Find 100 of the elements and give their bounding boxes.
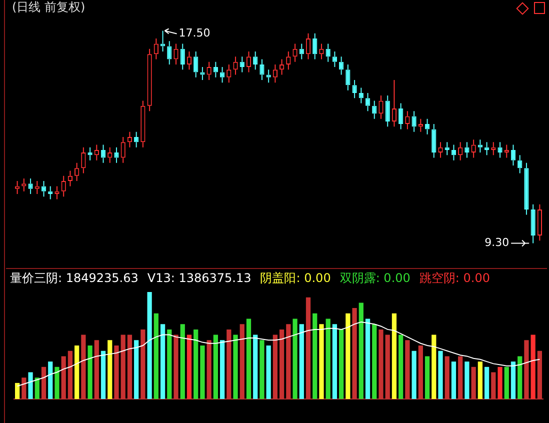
candlestick — [412, 110, 416, 132]
bar — [471, 366, 476, 399]
bar — [226, 329, 232, 399]
candlestick — [498, 142, 502, 158]
candlestick — [306, 32, 311, 60]
bar — [326, 318, 330, 399]
bar — [418, 346, 423, 399]
candlestick — [240, 56, 244, 73]
candlestick — [134, 131, 139, 148]
candlestick — [471, 139, 476, 158]
candlestick — [213, 61, 218, 78]
candlestick — [530, 204, 536, 244]
annotation: 17.50 — [178, 26, 210, 40]
bar — [22, 378, 26, 399]
bar — [253, 334, 258, 399]
bar — [154, 313, 158, 399]
bar — [385, 334, 390, 399]
text: V13: 1386375.13 — [147, 271, 252, 286]
bar — [108, 340, 112, 399]
candlestick — [365, 92, 370, 112]
bar — [134, 340, 139, 399]
bar — [279, 329, 284, 399]
bar — [114, 346, 119, 399]
bar — [378, 329, 384, 399]
bar — [266, 346, 271, 399]
bar — [14, 382, 20, 399]
candlestick — [537, 204, 542, 242]
bar — [372, 324, 377, 399]
candlestick — [286, 50, 291, 70]
candlestick — [180, 43, 185, 70]
bar — [405, 340, 410, 399]
bar — [140, 329, 146, 399]
bar — [233, 334, 238, 399]
candlestick — [186, 50, 192, 70]
bar — [167, 329, 172, 399]
bar — [458, 356, 463, 399]
candlestick — [74, 162, 80, 182]
bar — [200, 346, 205, 399]
bar — [491, 372, 496, 399]
bar — [438, 350, 443, 399]
candlestick — [246, 50, 252, 73]
bar — [186, 334, 192, 399]
candlestick — [88, 146, 92, 161]
bar — [100, 350, 106, 399]
bar — [260, 340, 264, 399]
candlestick — [226, 64, 232, 84]
bar — [444, 356, 450, 399]
bar — [365, 318, 370, 399]
bar — [120, 334, 126, 399]
candlestick — [233, 56, 238, 76]
bar — [41, 366, 46, 399]
candlestick — [253, 50, 258, 70]
text: 跳空阴: 0.00 — [419, 271, 490, 286]
bar — [292, 318, 298, 399]
bar — [206, 340, 212, 399]
bar — [530, 334, 536, 399]
bar — [510, 362, 516, 399]
bar — [504, 366, 509, 399]
text: 阴盖阳: 0.00 — [260, 271, 331, 286]
candlestick — [319, 43, 324, 60]
bar — [339, 329, 344, 399]
candlestick — [147, 48, 152, 112]
bar — [28, 372, 33, 399]
candlestick — [358, 87, 364, 104]
candlestick — [346, 64, 350, 91]
candlestick — [464, 142, 470, 158]
candlestick — [200, 66, 205, 80]
bar — [240, 324, 244, 399]
candlestick — [405, 110, 410, 130]
candlestick — [41, 180, 46, 198]
bar — [464, 362, 470, 399]
candlestick — [385, 95, 390, 128]
bar — [127, 334, 132, 399]
candlestick — [510, 144, 516, 166]
candlestick — [332, 50, 338, 68]
bar — [299, 324, 304, 399]
bar — [286, 324, 291, 399]
candlestick — [140, 100, 146, 148]
candlestick — [292, 43, 298, 62]
candlestick — [312, 32, 318, 60]
bar — [412, 350, 416, 399]
bar — [352, 308, 357, 399]
bar — [48, 362, 53, 399]
candlestick — [160, 30, 166, 52]
bar — [220, 340, 225, 399]
candlestick — [14, 180, 20, 195]
candlestick — [518, 154, 522, 174]
bar — [478, 362, 482, 399]
bar — [34, 378, 40, 399]
candlestick — [206, 61, 212, 80]
bar — [54, 366, 60, 399]
candlestick — [392, 79, 397, 128]
bar — [432, 334, 436, 399]
bar — [272, 334, 278, 399]
candlestick — [352, 79, 357, 99]
chart-title: (日线 前复权) — [12, 0, 86, 14]
bar — [246, 318, 252, 399]
candlestick — [272, 64, 278, 84]
candlestick — [372, 100, 377, 120]
candlestick — [299, 43, 304, 60]
